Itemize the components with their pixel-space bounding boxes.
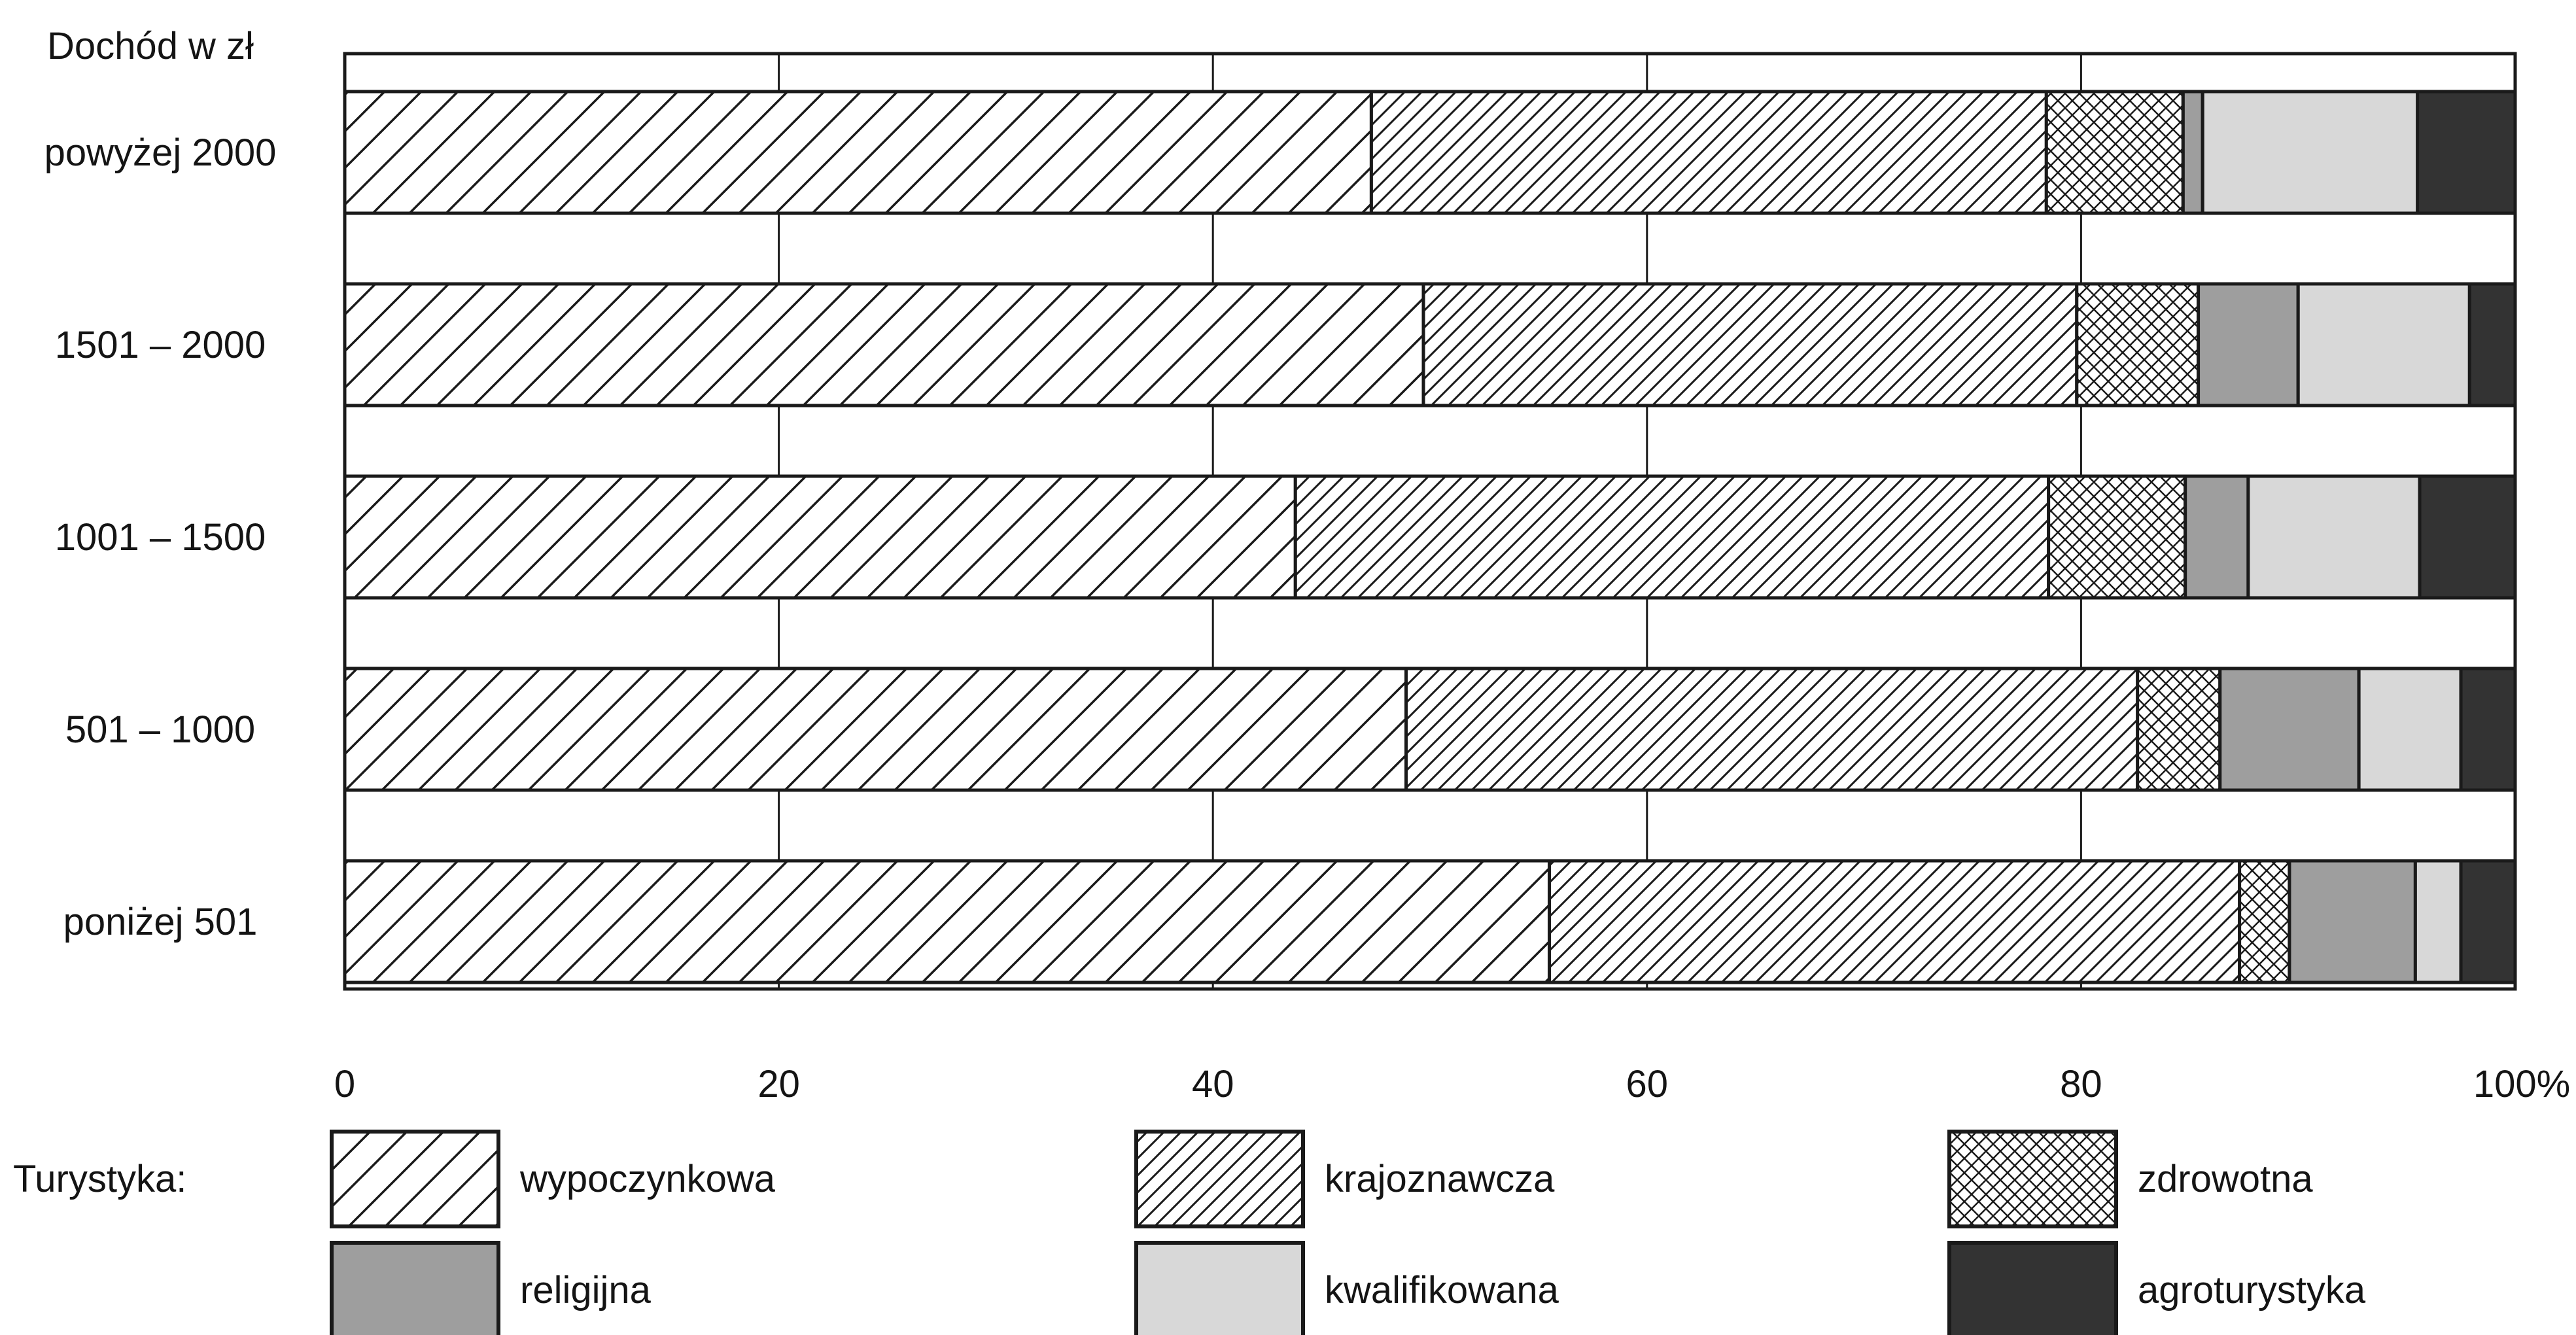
bar-agroturystyka-1 bbox=[2467, 282, 2517, 407]
category-label-0: powyżej 2000 bbox=[44, 131, 277, 174]
category-labels: powyżej 2000 1501 – 2000 1001 – 1500 501 – … bbox=[44, 131, 277, 943]
x-tick-labels: 0 20 40 60 80 100% bbox=[334, 1063, 2570, 1105]
bar-wypoczynkowa-3 bbox=[343, 667, 1408, 792]
bar-wypoczynkowa-2 bbox=[343, 474, 1297, 600]
x-tick-label-3: 60 bbox=[1626, 1063, 1669, 1105]
legend-swatch-agroturystyka bbox=[1947, 1241, 2118, 1335]
bar-zdrowotna-3 bbox=[2136, 667, 2222, 792]
bar-kwalifikowana-4 bbox=[2413, 859, 2463, 984]
x-tick-label-1: 20 bbox=[757, 1063, 800, 1105]
x-tick-label-4: 80 bbox=[2060, 1063, 2102, 1105]
category-label-3: 501 – 1000 bbox=[65, 708, 255, 751]
bar-agroturystyka-2 bbox=[2418, 474, 2517, 600]
legend-swatch-religijna bbox=[330, 1241, 500, 1335]
bar-kwalifikowana-2 bbox=[2246, 474, 2422, 600]
legend-title: Turystyka: bbox=[13, 1158, 186, 1200]
bar-zdrowotna-0 bbox=[2044, 90, 2185, 215]
legend-swatch-zdrowotna bbox=[1947, 1130, 2118, 1228]
category-label-1: 1501 – 2000 bbox=[55, 324, 266, 366]
bar-wypoczynkowa-0 bbox=[343, 90, 1373, 215]
bar-krajoznawcza-3 bbox=[1404, 667, 2140, 792]
legend-swatch-kwalifikowana bbox=[1134, 1241, 1305, 1335]
bar-kwalifikowana-0 bbox=[2201, 90, 2420, 215]
bar-agroturystyka-3 bbox=[2459, 667, 2517, 792]
bar-krajoznawcza-0 bbox=[1369, 90, 2048, 215]
legend-label-religijna: religijna bbox=[520, 1269, 652, 1311]
legend-label-wypoczynkowa: wypoczynkowa bbox=[519, 1158, 776, 1200]
legend-swatch-krajoznawcza bbox=[1134, 1130, 1305, 1228]
bar-zdrowotna-1 bbox=[2075, 282, 2201, 407]
bar-wypoczynkowa-4 bbox=[343, 859, 1551, 984]
bar-zdrowotna-4 bbox=[2238, 859, 2291, 984]
legend-label-agroturystyka: agroturystyka bbox=[2138, 1269, 2366, 1311]
bar-krajoznawcza-1 bbox=[1421, 282, 2079, 407]
bar-kwalifikowana-1 bbox=[2296, 282, 2471, 407]
bar-kwalifikowana-3 bbox=[2357, 667, 2463, 792]
legend-label-krajoznawcza: krajoznawcza bbox=[1325, 1158, 1555, 1200]
bars bbox=[343, 90, 2517, 984]
legend-label-zdrowotna: zdrowotna bbox=[2138, 1158, 2313, 1200]
legend-swatch-wypoczynkowa bbox=[330, 1130, 500, 1228]
x-tick-label-5: 100% bbox=[2473, 1063, 2570, 1105]
bar-krajoznawcza-2 bbox=[1293, 474, 2051, 600]
category-label-4: poniżej 501 bbox=[63, 901, 258, 943]
bar-religijna-2 bbox=[2184, 474, 2250, 600]
bar-religijna-3 bbox=[2218, 667, 2361, 792]
bar-agroturystyka-0 bbox=[2416, 90, 2517, 215]
bar-agroturystyka-4 bbox=[2459, 859, 2517, 984]
x-tick-label-0: 0 bbox=[334, 1063, 355, 1105]
category-label-2: 1001 – 1500 bbox=[55, 516, 266, 559]
bar-wypoczynkowa-1 bbox=[343, 282, 1425, 407]
legend: Turystyka: wypoczynkowa krajoznawcza zdrow… bbox=[13, 1130, 2366, 1335]
y-axis-title: Dochód w zł bbox=[47, 25, 254, 67]
legend-label-kwalifikowana: kwalifikowana bbox=[1325, 1269, 1559, 1311]
bar-krajoznawcza-4 bbox=[1547, 859, 2242, 984]
bar-zdrowotna-2 bbox=[2047, 474, 2187, 600]
bar-religijna-0 bbox=[2181, 90, 2204, 215]
x-tick-label-2: 40 bbox=[1192, 1063, 1234, 1105]
bar-religijna-1 bbox=[2197, 282, 2300, 407]
bar-religijna-4 bbox=[2288, 859, 2417, 984]
